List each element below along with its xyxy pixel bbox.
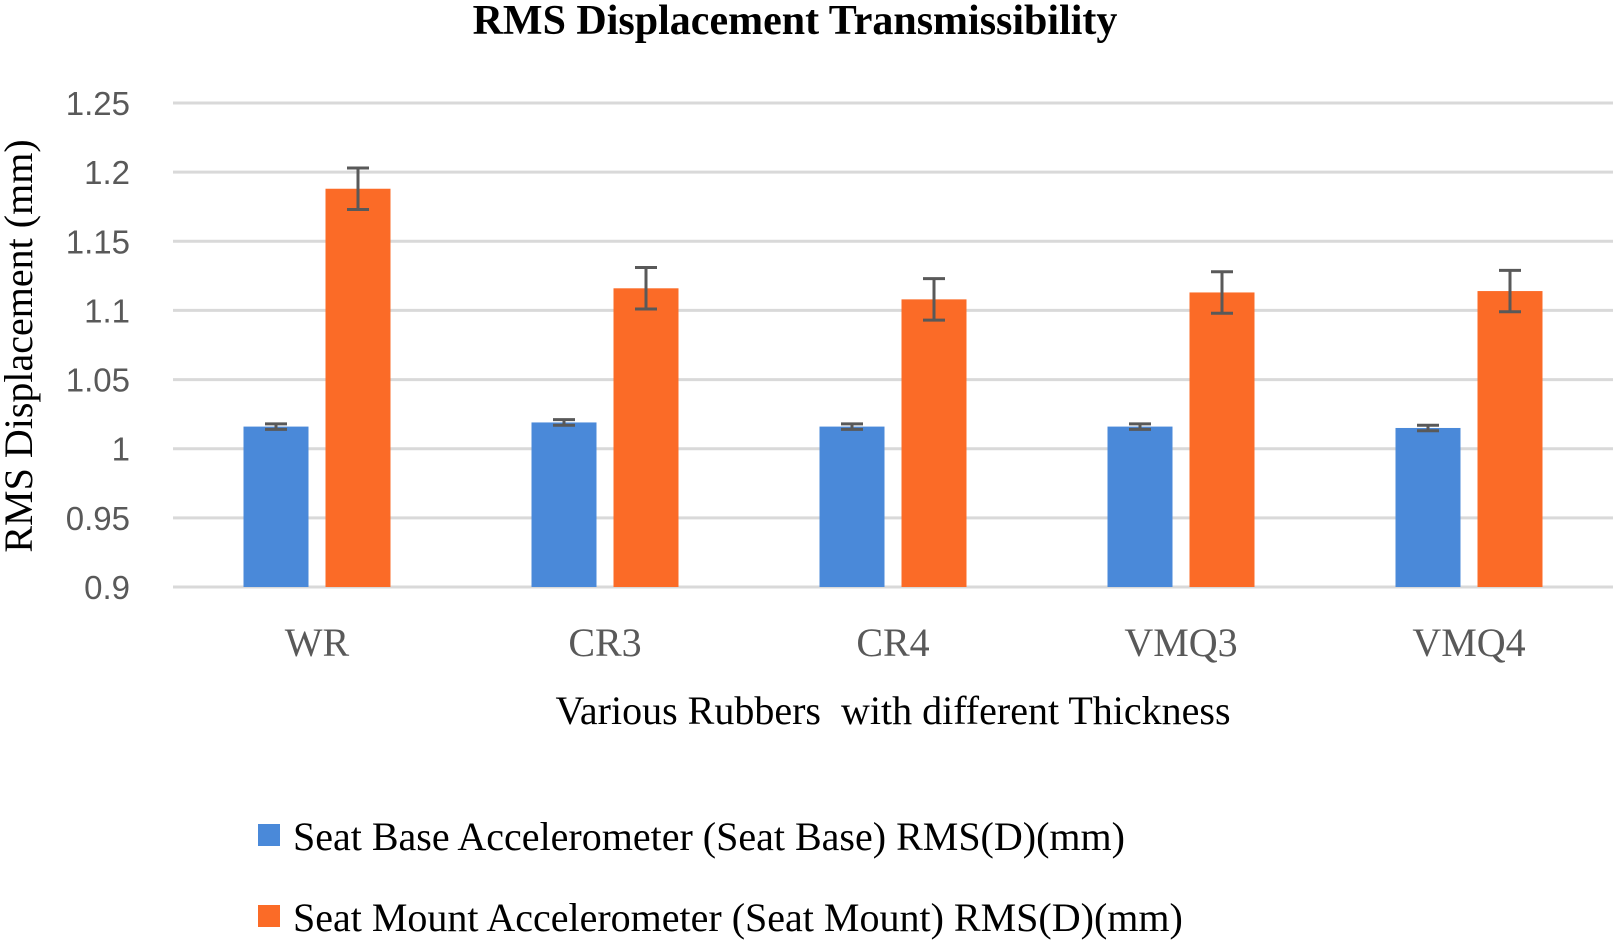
bar-vmq3-series-2 (1189, 292, 1255, 587)
bar-cr3-series-1 (531, 422, 597, 587)
y-tick-label: 1.2 (84, 154, 130, 191)
legend-swatch (258, 824, 280, 846)
x-tick-label: VMQ4 (1412, 620, 1525, 665)
x-axis-ticks: WR CR3 CR4 VMQ3 VMQ4 (285, 620, 1526, 665)
y-axis-ticks: 0.9 0.95 1 1.05 1.1 1.15 1.2 1.25 (66, 85, 130, 606)
bar-wr-series-2 (325, 188, 391, 588)
x-tick-label: WR (285, 620, 350, 665)
y-tick-label: 1.15 (66, 223, 130, 260)
gridlines (173, 101, 1613, 589)
legend: Seat Base Accelerometer (Seat Base) RMS(… (258, 814, 1183, 940)
error-bar (1211, 270, 1233, 315)
y-tick-label: 1.25 (66, 85, 130, 122)
bar-cr4-series-1 (819, 426, 885, 587)
error-bar (1129, 422, 1151, 431)
x-axis-title: Various Rubbers with different Thickness (555, 688, 1230, 733)
bar-vmq3-series-1 (1107, 426, 1173, 587)
bar-vmq4-series-2 (1477, 291, 1543, 587)
x-tick-label: CR4 (856, 620, 929, 665)
error-bar (347, 166, 369, 211)
x-tick-label: VMQ3 (1124, 620, 1237, 665)
legend-swatch (258, 905, 280, 927)
legend-label: Seat Base Accelerometer (Seat Base) RMS(… (293, 814, 1125, 859)
y-axis-title: RMS Displacement (mm) (0, 139, 41, 552)
x-tick-label: CR3 (568, 620, 641, 665)
legend-item: Seat Mount Accelerometer (Seat Mount) RM… (258, 895, 1183, 940)
error-bar (635, 266, 657, 311)
y-tick-label: 1.05 (66, 362, 130, 399)
legend-label: Seat Mount Accelerometer (Seat Mount) RM… (293, 895, 1183, 940)
chart-title: RMS Displacement Transmissibility (473, 0, 1118, 44)
bar-wr-series-1 (243, 426, 309, 587)
error-bar (553, 418, 575, 427)
y-tick-label: 1.1 (84, 292, 130, 329)
y-tick-label: 0.9 (84, 569, 130, 606)
error-bar (1499, 268, 1521, 314)
bar-vmq4-series-1 (1395, 427, 1461, 587)
error-bar (265, 422, 287, 431)
y-tick-label: 1 (112, 431, 130, 468)
error-bar (1417, 423, 1439, 433)
error-bar (841, 422, 863, 431)
error-bar (923, 277, 945, 322)
bar-cr3-series-2 (613, 288, 679, 587)
error-bars (265, 166, 1521, 433)
bar-cr4-series-2 (901, 299, 967, 587)
legend-item: Seat Base Accelerometer (Seat Base) RMS(… (258, 814, 1125, 859)
bars (243, 188, 1543, 588)
y-tick-label: 0.95 (66, 500, 130, 537)
